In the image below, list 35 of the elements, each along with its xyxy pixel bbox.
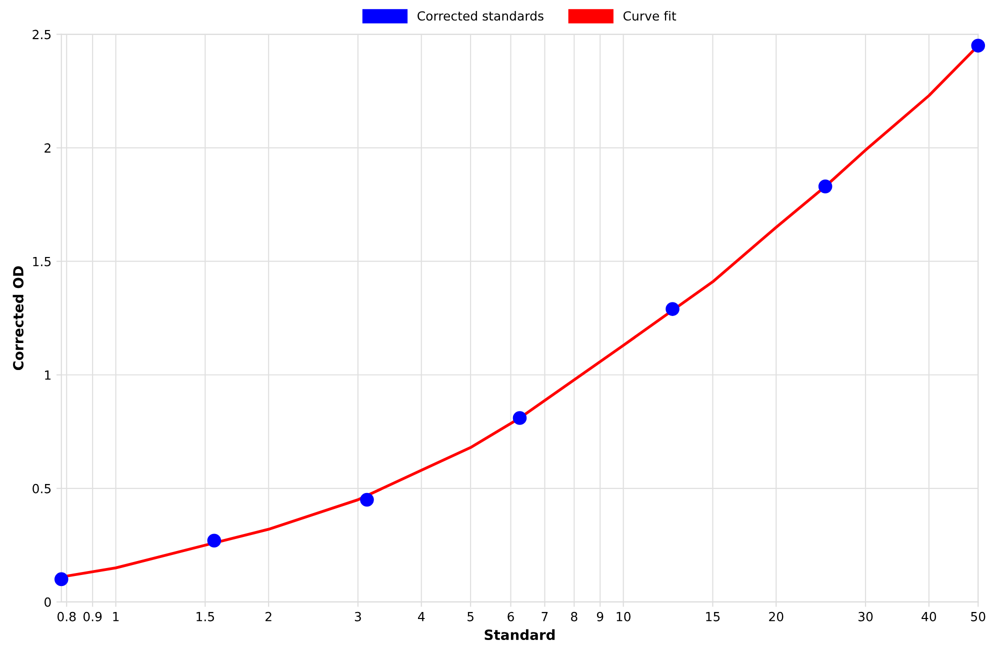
y-tick-label: 2 xyxy=(44,143,50,153)
y-tick-label: 2.5 xyxy=(32,30,51,40)
point xyxy=(207,534,222,548)
legend-label: Corrected standards xyxy=(418,10,544,21)
point xyxy=(971,38,986,53)
x-tick-label: 7 xyxy=(542,612,548,622)
x-tick-label: 1.5 xyxy=(196,612,214,622)
point xyxy=(818,180,832,194)
x-tick-label: 30 xyxy=(858,612,873,622)
x-tick-label: 8 xyxy=(571,612,578,622)
x-tick-label: 3 xyxy=(354,612,361,622)
x-tick-label: 15 xyxy=(706,612,720,622)
point xyxy=(512,411,527,425)
x-tick-label: 40 xyxy=(922,612,936,622)
point xyxy=(54,572,68,586)
y-tick-label: 1.5 xyxy=(33,256,51,266)
x-tick-label: 50 xyxy=(971,612,986,622)
y-axis-title: Corrected OD xyxy=(12,266,24,370)
x-tick-label: 5 xyxy=(468,612,474,622)
point xyxy=(666,302,680,316)
legend-label: Curve fit xyxy=(623,10,676,21)
x-tick-label: 4 xyxy=(418,612,425,622)
x-tick-label: 9 xyxy=(596,612,604,622)
y-tick-label: 0 xyxy=(44,597,51,607)
x-tick-label: 0.8 xyxy=(57,612,76,622)
x-tick-label: 6 xyxy=(508,612,514,622)
y-tick-label: 1 xyxy=(45,370,51,380)
x-tick-label: 2 xyxy=(266,612,272,622)
x-axis-title: Standard xyxy=(484,629,555,640)
x-tick-label: 20 xyxy=(769,612,784,622)
x-tick-label: 0.9 xyxy=(83,612,102,622)
y-tick-label: 0.5 xyxy=(32,484,51,494)
x-tick-label: 10 xyxy=(616,612,630,622)
x-tick-label: 1 xyxy=(113,612,119,622)
point xyxy=(360,492,374,507)
